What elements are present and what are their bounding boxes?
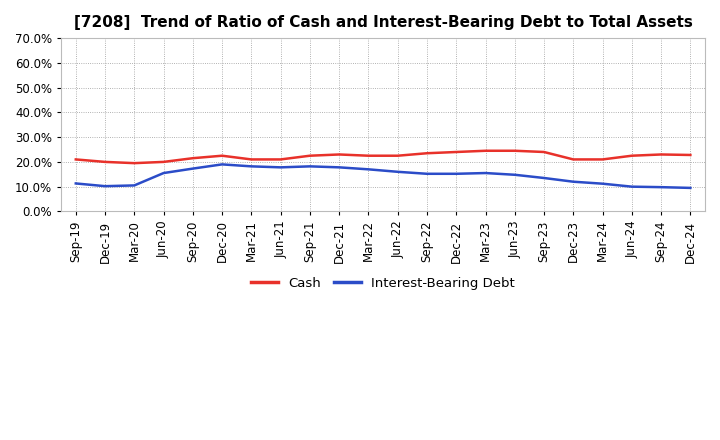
Line: Cash: Cash — [76, 151, 690, 163]
Cash — [217, 153, 226, 158]
Interest-Bearing Debt — [657, 184, 665, 190]
Interest-Bearing Debt — [335, 165, 343, 170]
Line: Interest-Bearing Debt: Interest-Bearing Debt — [76, 165, 690, 188]
Interest-Bearing Debt — [569, 179, 577, 184]
Interest-Bearing Debt — [540, 176, 549, 181]
Title: [7208]  Trend of Ratio of Cash and Interest-Bearing Debt to Total Assets: [7208] Trend of Ratio of Cash and Intere… — [73, 15, 693, 30]
Interest-Bearing Debt — [686, 185, 695, 191]
Cash — [276, 157, 285, 162]
Interest-Bearing Debt — [101, 183, 109, 189]
Interest-Bearing Debt — [628, 184, 636, 189]
Interest-Bearing Debt — [598, 181, 607, 186]
Interest-Bearing Debt — [159, 170, 168, 176]
Cash — [540, 149, 549, 154]
Cash — [452, 149, 461, 154]
Interest-Bearing Debt — [189, 166, 197, 171]
Interest-Bearing Debt — [71, 181, 80, 186]
Cash — [657, 152, 665, 157]
Cash — [423, 150, 431, 156]
Cash — [159, 159, 168, 165]
Cash — [364, 153, 373, 158]
Cash — [71, 157, 80, 162]
Cash — [569, 157, 577, 162]
Interest-Bearing Debt — [481, 170, 490, 176]
Interest-Bearing Debt — [364, 167, 373, 172]
Interest-Bearing Debt — [393, 169, 402, 174]
Cash — [335, 152, 343, 157]
Cash — [510, 148, 519, 154]
Interest-Bearing Debt — [130, 183, 139, 188]
Cash — [247, 157, 256, 162]
Cash — [101, 159, 109, 165]
Cash — [628, 153, 636, 158]
Cash — [598, 157, 607, 162]
Cash — [686, 152, 695, 158]
Interest-Bearing Debt — [423, 171, 431, 176]
Cash — [305, 153, 314, 158]
Interest-Bearing Debt — [510, 172, 519, 177]
Cash — [481, 148, 490, 154]
Interest-Bearing Debt — [217, 162, 226, 167]
Interest-Bearing Debt — [276, 165, 285, 170]
Interest-Bearing Debt — [247, 164, 256, 169]
Cash — [393, 153, 402, 158]
Legend: Cash, Interest-Bearing Debt: Cash, Interest-Bearing Debt — [246, 271, 520, 295]
Interest-Bearing Debt — [452, 171, 461, 176]
Cash — [189, 156, 197, 161]
Cash — [130, 161, 139, 166]
Interest-Bearing Debt — [305, 164, 314, 169]
